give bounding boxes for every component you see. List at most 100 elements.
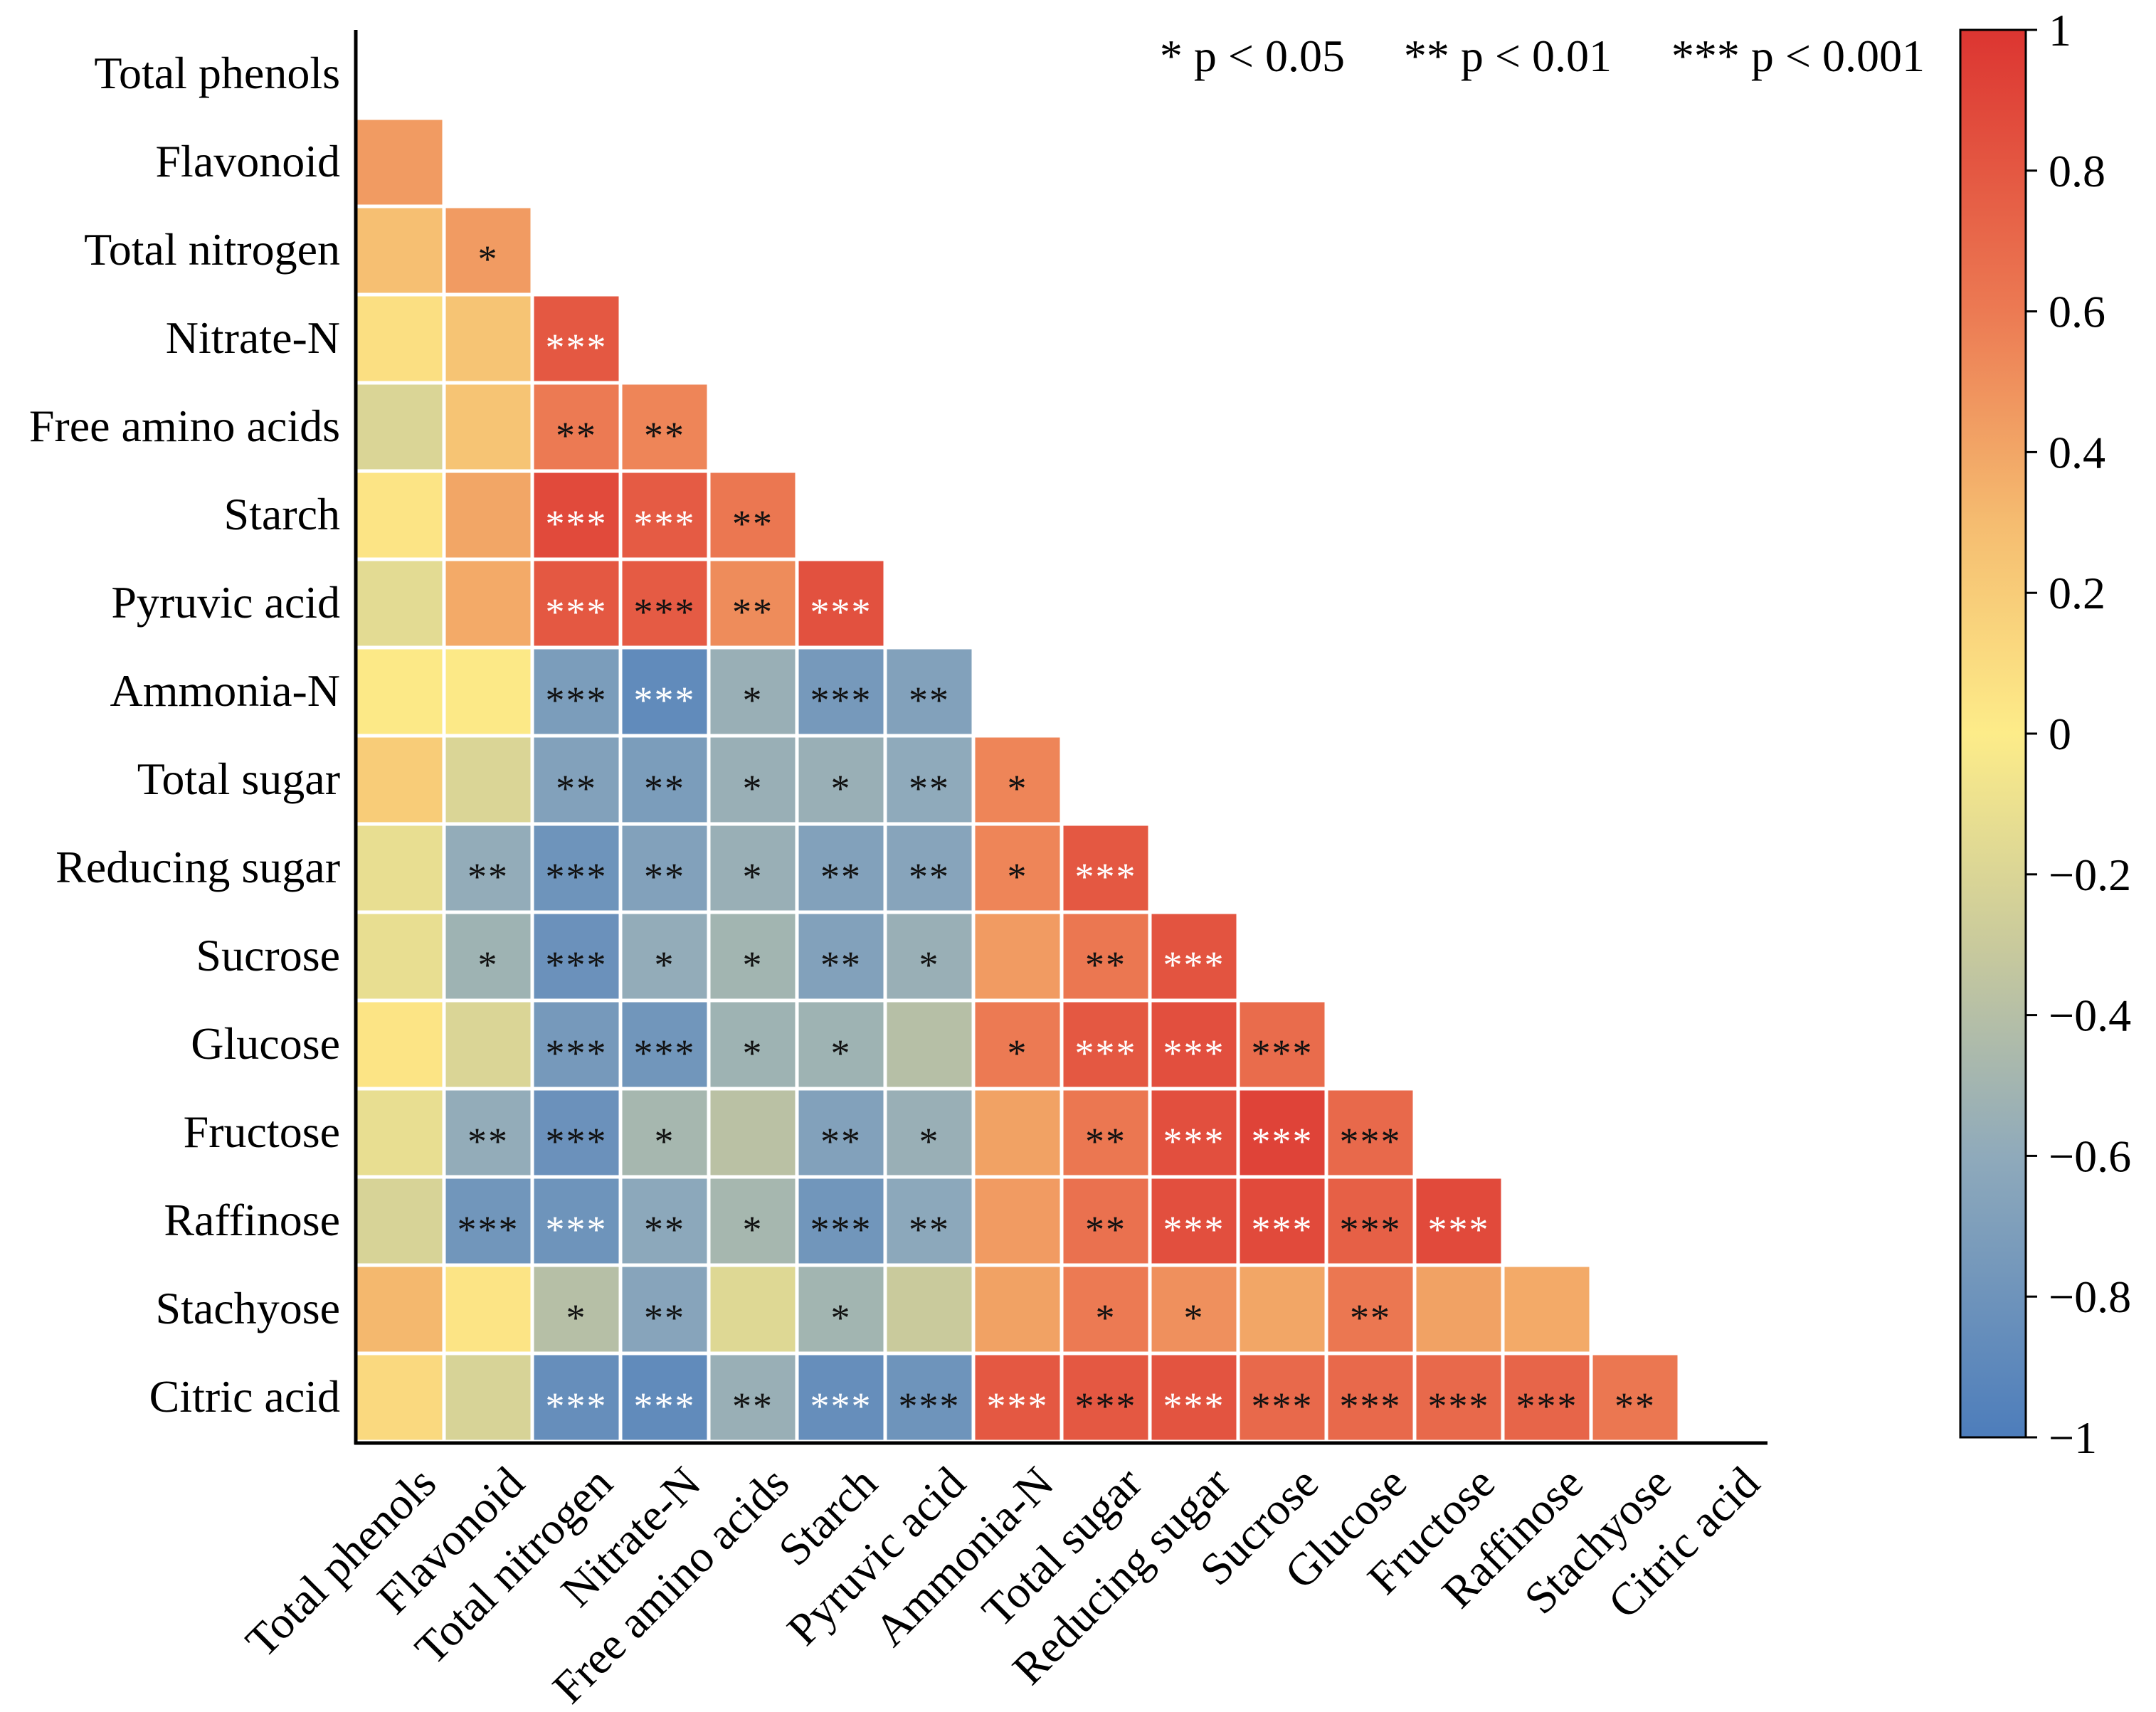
- cell-pyruvic-acid-total-nitrogen: [534, 561, 619, 646]
- cell-reducing-sugar-pyruvic-acid: [887, 825, 972, 911]
- sig-citric-acid-stachyose: **: [1615, 1385, 1656, 1427]
- cell-stachyose-free-amino-acids: [710, 1267, 796, 1352]
- cell-stachyose-nitrate-n: [622, 1267, 707, 1352]
- cell-reducing-sugar-total-phenols: [357, 825, 443, 911]
- sig-glucose-ammonia-n: *: [1008, 1032, 1028, 1074]
- y-label-total-nitrogen: Total nitrogen: [84, 224, 340, 275]
- cell-pyruvic-acid-free-amino-acids: [710, 561, 796, 646]
- cell-stachyose-pyruvic-acid: [887, 1267, 972, 1352]
- cell-raffinose-starch: [798, 1178, 884, 1264]
- cell-citric-acid-total-phenols: [357, 1355, 443, 1440]
- cell-ammonia-n-starch: [798, 649, 884, 734]
- cell-raffinose-ammonia-n: [975, 1178, 1060, 1264]
- colorbar: 1 0.8 0.6 0.4 0.2 0 −0.2 −0.4 −0.6 −0.8 −1: [1959, 5, 2131, 1463]
- cell-free-amino-acids-total-phenols: [357, 384, 443, 470]
- sig-sucrose-pyruvic-acid: *: [919, 944, 940, 986]
- cell-sucrose-free-amino-acids: [710, 914, 796, 999]
- cell-starch-flavonoid: [445, 472, 531, 558]
- sig-citric-acid-starch: ***: [810, 1385, 872, 1427]
- cell-total-sugar-starch: [798, 737, 884, 823]
- cell-stachyose-starch: [798, 1267, 884, 1352]
- cell-ammonia-n-free-amino-acids: [710, 649, 796, 734]
- cell-raffinose-total-phenols: [357, 1178, 443, 1264]
- cell-stachyose-glucose: [1328, 1267, 1413, 1352]
- cell-ammonia-n-total-phenols: [357, 649, 443, 734]
- sig-glucose-starch: *: [831, 1032, 852, 1074]
- sig-raffinose-glucose: ***: [1340, 1208, 1402, 1251]
- y-label-glucose: Glucose: [191, 1018, 340, 1069]
- cell-total-nitrogen-flavonoid: [445, 208, 531, 293]
- sig-reducing-sugar-pyruvic-acid: **: [909, 855, 950, 898]
- cell-fructose-ammonia-n: [975, 1090, 1060, 1175]
- y-label-citric-acid: Citric acid: [149, 1371, 340, 1422]
- cell-ammonia-n-nitrate-n: [622, 649, 707, 734]
- cell-total-nitrogen-total-phenols: [357, 208, 443, 293]
- colorbar-tick-label: 1: [2049, 5, 2071, 56]
- sig-reducing-sugar-starch: **: [820, 855, 862, 898]
- cell-raffinose-total-nitrogen: [534, 1178, 619, 1264]
- sig-citric-acid-ammonia-n: ***: [987, 1385, 1049, 1427]
- sig-raffinose-free-amino-acids: *: [743, 1208, 763, 1251]
- cell-fructose-reducing-sugar: [1151, 1090, 1237, 1175]
- sig-free-amino-acids-nitrate-n: **: [644, 414, 685, 457]
- sig-total-sugar-total-nitrogen: **: [556, 767, 597, 810]
- cell-pyruvic-acid-starch: [798, 561, 884, 646]
- cell-stachyose-sucrose: [1240, 1267, 1325, 1352]
- cell-fructose-nitrate-n: [622, 1090, 707, 1175]
- cell-starch-nitrate-n: [622, 472, 707, 558]
- cell-sucrose-reducing-sugar: [1151, 914, 1237, 999]
- colorbar-tick-label: 0.4: [2049, 427, 2105, 477]
- sig-raffinose-flavonoid: ***: [458, 1208, 519, 1251]
- sig-citric-acid-pyruvic-acid: ***: [899, 1385, 961, 1427]
- cell-raffinose-glucose: [1328, 1178, 1413, 1264]
- sig-sucrose-free-amino-acids: *: [743, 944, 763, 986]
- cell-fructose-flavonoid: [445, 1090, 531, 1175]
- y-label-total-phenols: Total phenols: [94, 48, 340, 98]
- cell-fructose-total-phenols: [357, 1090, 443, 1175]
- cell-reducing-sugar-ammonia-n: [975, 825, 1060, 911]
- y-label-reducing-sugar: Reducing sugar: [56, 842, 340, 892]
- cell-ammonia-n-total-nitrogen: [534, 649, 619, 734]
- cell-citric-acid-raffinose: [1504, 1355, 1590, 1440]
- colorbar-tick-label: −0.2: [2049, 850, 2131, 900]
- colorbar-tick-label: −0.8: [2049, 1272, 2131, 1322]
- cell-nitrate-n-total-phenols: [357, 296, 443, 381]
- sig-raffinose-fructose: ***: [1428, 1208, 1490, 1251]
- sig-citric-acid-reducing-sugar: ***: [1163, 1385, 1225, 1427]
- sig-raffinose-total-nitrogen: ***: [546, 1208, 608, 1251]
- sig-sucrose-reducing-sugar: ***: [1163, 944, 1225, 986]
- cell-total-sugar-total-nitrogen: [534, 737, 619, 823]
- y-label-starch: Starch: [224, 489, 341, 539]
- cell-glucose-sucrose: [1240, 1002, 1325, 1087]
- sig-fructose-total-nitrogen: ***: [546, 1120, 608, 1163]
- sig-total-nitrogen-flavonoid: *: [478, 238, 499, 280]
- sig-citric-acid-sucrose: ***: [1252, 1385, 1314, 1427]
- sig-raffinose-total-sugar: **: [1085, 1208, 1126, 1251]
- colorbar-gradient: [1959, 28, 2027, 1439]
- cell-glucose-total-phenols: [357, 1002, 443, 1087]
- sig-raffinose-nitrate-n: **: [644, 1208, 685, 1251]
- sig-fructose-glucose: ***: [1340, 1120, 1402, 1163]
- sig-citric-acid-total-sugar: ***: [1075, 1385, 1137, 1427]
- cell-total-sugar-pyruvic-acid: [887, 737, 972, 823]
- cell-free-amino-acids-flavonoid: [445, 384, 531, 470]
- cell-glucose-total-sugar: [1063, 1002, 1148, 1087]
- sig-total-sugar-ammonia-n: *: [1008, 767, 1028, 810]
- sig-reducing-sugar-flavonoid: **: [467, 855, 509, 898]
- sig-fructose-reducing-sugar: ***: [1163, 1120, 1225, 1163]
- sig-fructose-total-sugar: **: [1085, 1120, 1126, 1163]
- cell-reducing-sugar-starch: [798, 825, 884, 911]
- colorbar-tick-label: 0.6: [2049, 287, 2105, 337]
- sig-ammonia-n-nitrate-n: ***: [634, 679, 696, 722]
- cell-stachyose-raffinose: [1504, 1267, 1590, 1352]
- cell-sucrose-total-nitrogen: [534, 914, 619, 999]
- cell-citric-acid-pyruvic-acid: [887, 1355, 972, 1440]
- cell-citric-acid-reducing-sugar: [1151, 1355, 1237, 1440]
- colorbar-tick-label: 0: [2049, 709, 2071, 759]
- cell-glucose-reducing-sugar: [1151, 1002, 1237, 1087]
- cell-citric-acid-total-sugar: [1063, 1355, 1148, 1440]
- cell-citric-acid-sucrose: [1240, 1355, 1325, 1440]
- sig-ammonia-n-starch: ***: [810, 679, 872, 722]
- cell-citric-acid-flavonoid: [445, 1355, 531, 1440]
